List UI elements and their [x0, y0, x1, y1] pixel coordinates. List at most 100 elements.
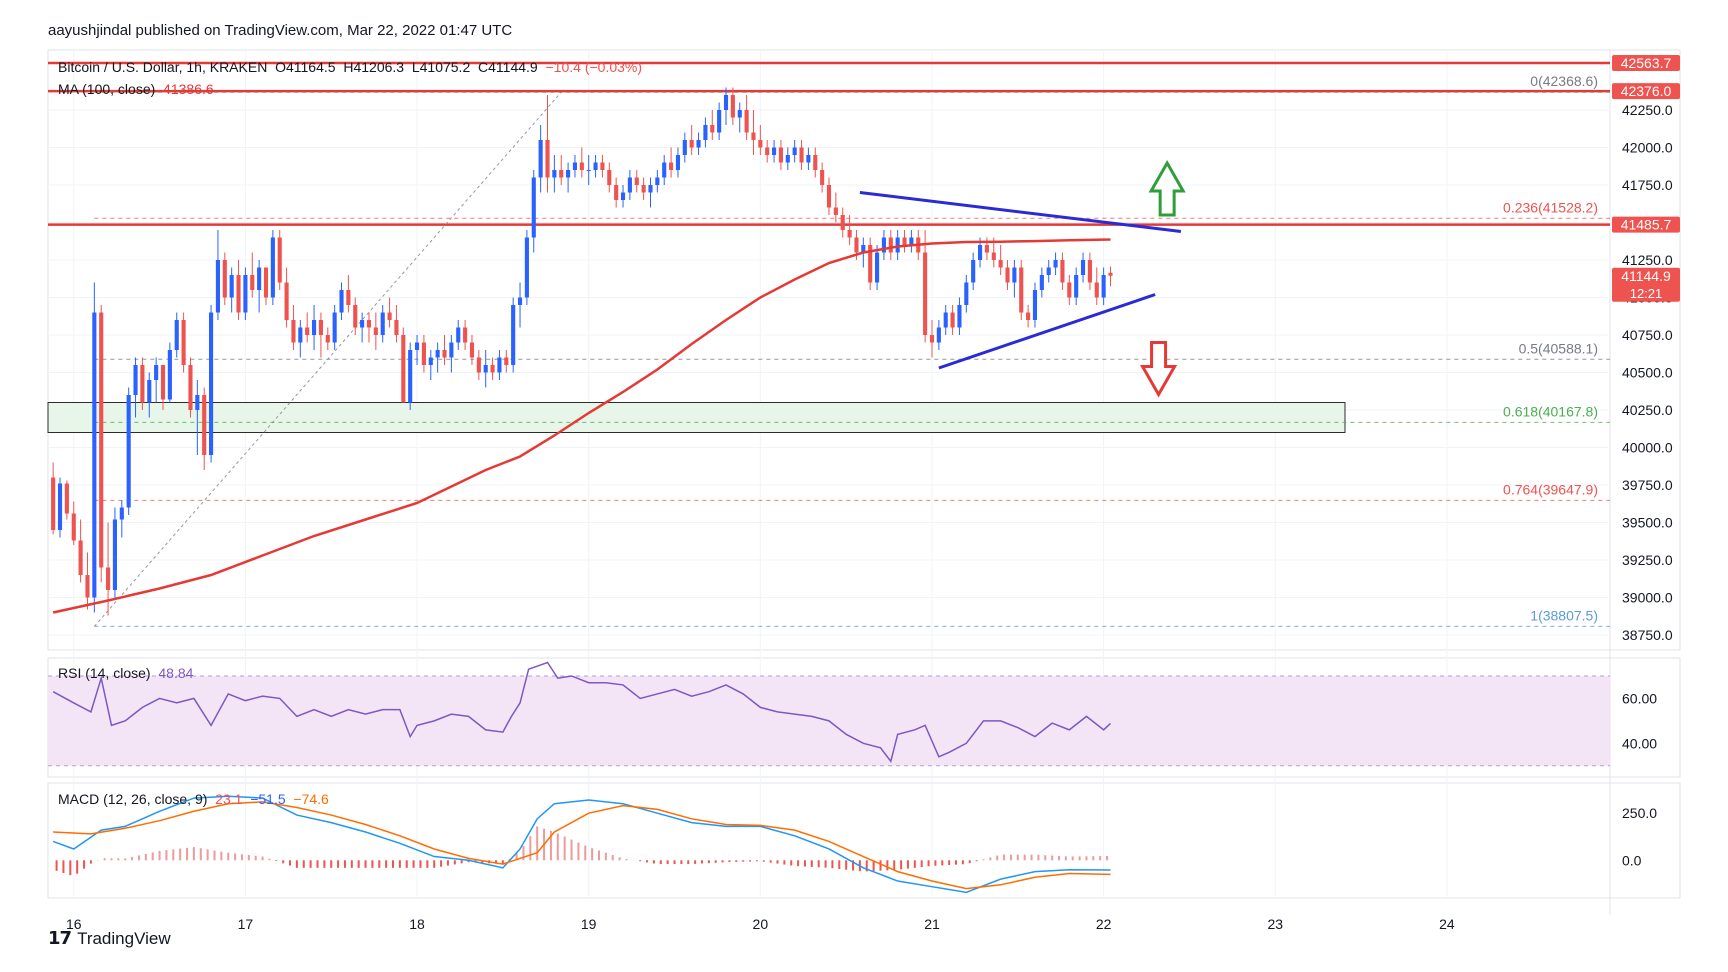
- candle-body: [902, 237, 907, 245]
- macd-line-value: −51.5: [250, 791, 286, 807]
- candle-body: [298, 327, 303, 343]
- fib-level-label: 0.764(39647.9): [1503, 481, 1598, 497]
- candle-body: [929, 335, 935, 343]
- candle-body: [257, 267, 262, 290]
- candle-body: [188, 365, 193, 410]
- fib-level-label: 0.5(40588.1): [1519, 340, 1598, 356]
- price-badge-label: 42376.0: [1621, 83, 1672, 99]
- candle-body: [723, 95, 729, 110]
- fib-level-label: 0.236(41528.2): [1503, 199, 1598, 215]
- candle-body: [435, 350, 440, 358]
- candle-body: [1012, 267, 1017, 283]
- candle-body: [229, 275, 234, 298]
- time-tick-label: 17: [238, 916, 254, 932]
- candle-body: [826, 185, 832, 208]
- candle-body: [284, 282, 289, 320]
- candle-body: [1032, 290, 1038, 320]
- candle-body: [861, 245, 866, 253]
- candle-body: [339, 290, 344, 313]
- candle-body: [414, 342, 420, 350]
- fib-levels: 0(42368.6) 0.236(41528.2) 0.5(40588.1) 0.61…: [93, 73, 1610, 627]
- candle-body: [483, 365, 488, 373]
- candle-body: [1101, 275, 1106, 298]
- candle-body: [778, 147, 783, 163]
- candle-body: [1074, 275, 1079, 298]
- candle-body: [517, 297, 523, 305]
- candle-body: [222, 260, 227, 298]
- price-tick-label: 39250.0: [1622, 552, 1673, 568]
- price-badge-label: 41144.9: [1621, 268, 1671, 284]
- candle-body: [607, 170, 612, 185]
- candle-body: [964, 282, 969, 305]
- candle-body: [332, 312, 337, 343]
- candle-body: [792, 147, 797, 155]
- candle-body: [737, 110, 742, 118]
- macd-signal-line: [53, 801, 1111, 890]
- candle-body: [655, 177, 660, 185]
- macd-pane: [52, 795, 1111, 894]
- candle-body: [490, 365, 495, 373]
- candle-body: [950, 312, 955, 328]
- candle-body: [147, 380, 152, 403]
- fib-level-label: 1(38807.5): [1530, 607, 1598, 623]
- candle-body: [984, 245, 989, 253]
- candle-body: [909, 237, 914, 245]
- candle-body: [875, 252, 880, 283]
- candle-body: [497, 357, 502, 373]
- candle-body: [78, 540, 83, 575]
- candle-body: [620, 192, 626, 200]
- candle-body: [277, 237, 282, 283]
- price-tick-label: 42250.0: [1622, 102, 1673, 118]
- trendline-resistance: [859, 191, 1182, 233]
- support-zone: [47, 402, 1346, 433]
- price-badge-label: 41485.7: [1621, 217, 1672, 233]
- candle-body: [195, 395, 200, 410]
- price-tick-label: 41750.0: [1622, 177, 1673, 193]
- candle-body: [57, 483, 63, 530]
- candle-body: [106, 567, 111, 590]
- time-tick-label: 23: [1267, 916, 1283, 932]
- countdown-label: 12:21: [1630, 286, 1663, 301]
- rsi-line: [52, 661, 1112, 763]
- macd-tick-label: 0.0: [1622, 852, 1642, 868]
- candle-body: [1080, 260, 1086, 275]
- candle-body: [401, 335, 406, 403]
- candle-body: [360, 320, 365, 328]
- rsi-pane: [48, 661, 1610, 767]
- candle-body: [888, 237, 893, 253]
- candle-body: [579, 162, 584, 170]
- change-value: −10.4 (−0.03%): [545, 59, 643, 75]
- candle-body: [373, 327, 378, 335]
- candle-body: [538, 140, 543, 178]
- high-value: H41206.3: [343, 59, 405, 75]
- candle-body: [263, 267, 269, 298]
- time-tick-label: 22: [1096, 916, 1112, 932]
- candle-body: [833, 207, 838, 215]
- candle-body: [209, 312, 214, 455]
- candle-body: [181, 320, 186, 365]
- candle-body: [1067, 282, 1072, 298]
- candle-body: [51, 477, 56, 530]
- price-badge: [1612, 216, 1680, 233]
- symbol-legend: Bitcoin / U.S. Dollar, 1h, KRAKEN O41164…: [58, 59, 642, 75]
- moving-average: [52, 238, 1111, 614]
- price-tick-label: 40000.0: [1622, 440, 1673, 456]
- candle-body: [366, 320, 372, 328]
- price-badge-label: 42563.7: [1621, 55, 1672, 71]
- candle-body: [1039, 275, 1044, 290]
- fib-level-label: 0(42368.6): [1530, 73, 1598, 89]
- macd-legend: MACD (12, 26, close, 9) 23.1 −51.5 −74.6: [58, 791, 329, 807]
- candle-body: [442, 350, 447, 358]
- candle-body: [387, 312, 392, 320]
- rsi-legend: RSI (14, close) 48.84: [58, 665, 193, 681]
- candle-body: [586, 170, 591, 171]
- candle-body: [682, 140, 687, 155]
- candle-body: [346, 290, 351, 305]
- candle-body: [92, 312, 97, 598]
- candle-body: [1060, 260, 1065, 283]
- macd-hist-value: 23.1: [215, 791, 243, 807]
- candle-body: [710, 125, 715, 133]
- candle-body: [85, 575, 90, 598]
- time-tick-label: 20: [753, 916, 769, 932]
